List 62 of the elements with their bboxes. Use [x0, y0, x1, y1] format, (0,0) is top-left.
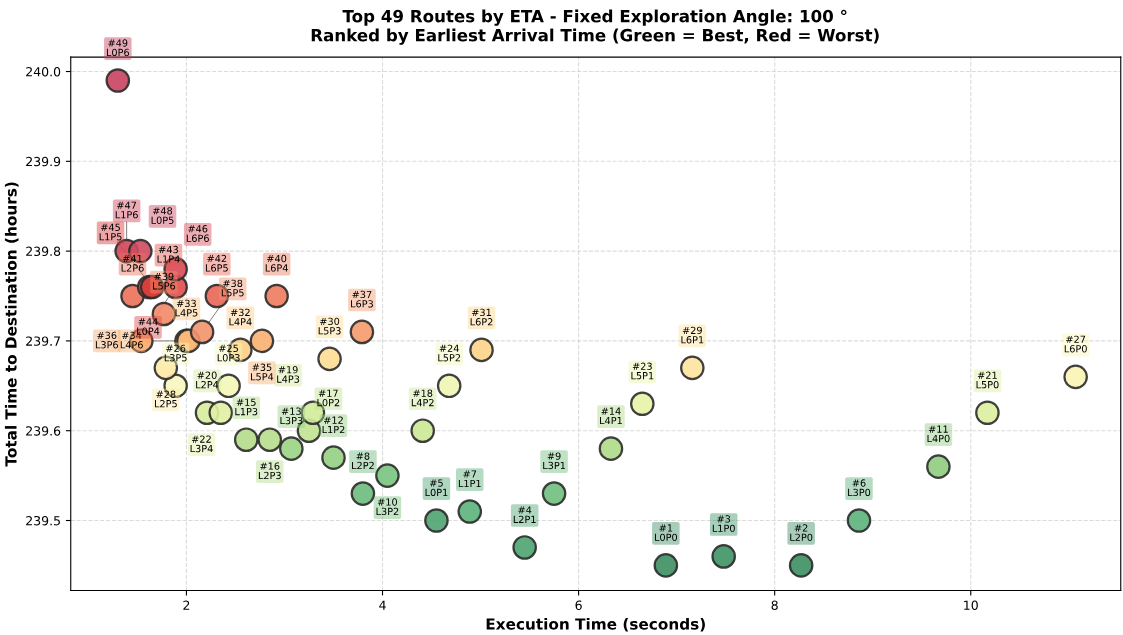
- data-label: #1 L0P0: [654, 524, 678, 541]
- y-tick-label: 239.6: [26, 426, 61, 436]
- data-label: #23 L5P1: [631, 362, 654, 380]
- data-label: #24 L5P2: [438, 344, 461, 362]
- data-label: #27 L6P0: [1064, 335, 1087, 353]
- x-axis-title: Execution Time (seconds): [486, 617, 705, 632]
- y-tick-label: 239.9: [26, 156, 61, 167]
- data-label: #38 L5P5: [221, 279, 244, 297]
- data-label: #21 L5P0: [976, 371, 999, 389]
- data-label: #47 L1P6: [115, 201, 138, 219]
- y-tick-label: 239.8: [26, 246, 61, 257]
- data-label: #6 L3P0: [848, 479, 871, 497]
- data-label: #49 L0P6: [106, 39, 130, 57]
- data-label: #14 L4P1: [600, 407, 622, 425]
- data-label: #48 L0P5: [151, 207, 174, 224]
- data-label: #30 L5P3: [318, 317, 341, 335]
- data-label: #22 L3P4: [190, 435, 213, 453]
- data-label: #28 L2P5: [154, 390, 177, 408]
- data-label: #42 L6P5: [205, 254, 228, 272]
- data-label: #5 L0P1: [425, 479, 448, 497]
- data-label: #17 L0P2: [317, 389, 340, 407]
- chart-title: Top 49 Routes by ETA - Fixed Exploration Angle: 100 °: [342, 9, 847, 26]
- x-tick-label: 8: [771, 600, 778, 610]
- data-label: #35 L5P4: [251, 363, 274, 381]
- data-label: #4 L2P1: [513, 506, 536, 523]
- y-tick-label: 240.0: [26, 66, 61, 77]
- y-axis-title: Total Time to Destination (hours): [4, 182, 19, 467]
- chart-subtitle: Ranked by Earliest Arrival Time (Green = Best, Red = Worst): [311, 28, 879, 45]
- data-label: #45 L1P5: [99, 223, 122, 241]
- data-label: #11 L4P0: [927, 425, 950, 443]
- data-label: #33 L4P5: [175, 299, 198, 317]
- data-label: #15 L1P3: [235, 398, 258, 416]
- data-label: #26 L3P5: [164, 344, 187, 362]
- data-label: #7 L1P1: [458, 470, 481, 487]
- data-label: #41 L2P6: [121, 254, 144, 272]
- data-label: #12 L1P2: [322, 416, 345, 434]
- x-tick-label: 6: [575, 600, 582, 610]
- x-tick-label: 4: [379, 600, 386, 610]
- data-label: #10 L3P2: [376, 498, 399, 516]
- data-label: #13 L3P3: [280, 407, 303, 425]
- data-label: #9 L3P1: [543, 452, 566, 470]
- data-label: #19 L4P3: [277, 366, 300, 383]
- x-tick-label: 10: [964, 600, 978, 610]
- data-label: #29 L6P1: [681, 326, 704, 344]
- data-label: #39 L5P6: [153, 272, 176, 290]
- x-tick-label: 2: [183, 600, 190, 610]
- data-label: #2 L2P0: [790, 524, 813, 541]
- data-label: #43 L1P4: [157, 245, 180, 263]
- data-label: #18 L4P2: [411, 389, 434, 407]
- data-label: #3 L1P0: [712, 515, 735, 533]
- y-tick-label: 239.5: [26, 515, 60, 526]
- data-label: #16 L2P3: [258, 462, 281, 480]
- data-label: #8 L2P2: [352, 452, 374, 470]
- data-label: #32 L4P4: [229, 308, 252, 326]
- data-label: #20 L2P4: [196, 371, 219, 389]
- data-label: #40 L6P4: [265, 254, 288, 272]
- data-label: #37 L6P3: [351, 290, 373, 308]
- data-label: #36 L3P6: [95, 331, 118, 349]
- data-label: #46 L6P6: [186, 225, 209, 242]
- data-label: #25 L0P3: [217, 344, 240, 362]
- data-label: #31 L6P2: [470, 308, 493, 326]
- y-tick-label: 239.7: [26, 336, 60, 346]
